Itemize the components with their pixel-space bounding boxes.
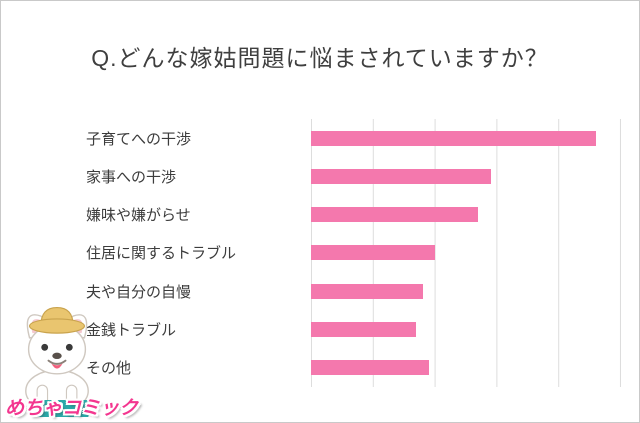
bar-track	[311, 157, 621, 195]
chart-row: 金銭トラブル	[86, 310, 621, 348]
chart-row: 嫌味や嫌がらせ	[86, 196, 621, 234]
bar	[311, 130, 597, 146]
chart-row: 住居に関するトラブル	[86, 234, 621, 272]
bar-track	[311, 234, 621, 272]
bar	[311, 283, 423, 299]
category-label: 住居に関するトラブル	[86, 245, 237, 263]
bar-track	[311, 349, 621, 387]
category-label: 子育てへの干渉	[86, 130, 192, 148]
category-label: 夫や自分の自慢	[86, 283, 192, 301]
chart-row: その他	[86, 349, 621, 387]
bar-chart: 子育てへの干渉 家事への干渉 嫌味や嫌がらせ住居に関するトラブル 夫や自分の自慢 金銭ト…	[86, 119, 621, 387]
brand-logo-text: めちゃコミック	[5, 398, 139, 419]
bar-track	[311, 196, 621, 234]
bar	[311, 245, 435, 261]
bar	[311, 168, 491, 184]
chart-title: Q.どんな嫁姑問題に悩まされていますか？	[91, 45, 549, 71]
chart-row: 夫や自分の自慢	[86, 272, 621, 310]
chart-row: 子育てへの干渉	[86, 119, 621, 157]
bar-track	[311, 119, 621, 157]
category-label: 嫌味や嫌がらせ	[86, 207, 191, 225]
category-label: その他	[86, 360, 132, 378]
category-label: 金銭トラブル	[86, 322, 177, 340]
chart-row: 家事への干渉	[86, 157, 621, 195]
bar	[311, 322, 417, 338]
bar-track	[311, 310, 621, 348]
category-label: 家事への干渉	[86, 168, 177, 186]
chart-rows: 子育てへの干渉 家事への干渉 嫌味や嫌がらせ住居に関するトラブル 夫や自分の自慢 金銭ト…	[86, 119, 621, 387]
bar	[311, 207, 479, 223]
brand-logo: めちゃコミック	[5, 393, 138, 420]
bar-track	[311, 272, 621, 310]
bar	[311, 360, 429, 376]
mascot-dog-icon	[9, 300, 105, 413]
